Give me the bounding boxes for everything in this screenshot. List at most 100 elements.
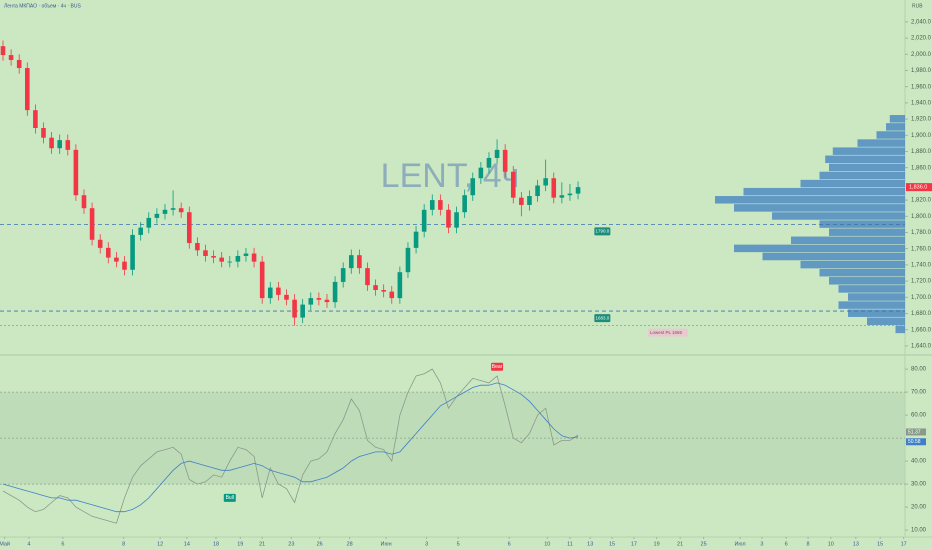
candle-body xyxy=(438,200,443,210)
candle-body xyxy=(365,268,370,286)
x-tick-label: 5 xyxy=(457,541,460,547)
candle-body xyxy=(340,268,346,282)
x-tick-label: 6 xyxy=(508,541,511,547)
y-tick-label: 80.00 xyxy=(911,367,927,373)
level-label: Lowest PL 1665 xyxy=(650,330,683,335)
volume-profile-bar xyxy=(762,252,905,261)
x-tick-label: 6 xyxy=(785,541,788,547)
candle-body xyxy=(567,193,573,196)
candle-body xyxy=(227,261,233,263)
volume-profile-bar xyxy=(867,317,905,326)
candle-body xyxy=(65,140,71,150)
candle-body xyxy=(243,253,249,256)
x-tick-label: 4 xyxy=(27,541,30,547)
y-tick-label: 1,660.0 xyxy=(911,327,932,333)
volume-profile-bar xyxy=(800,179,905,188)
x-tick-label: 10 xyxy=(828,541,834,547)
candle-body xyxy=(251,253,257,262)
y-tick-label: 1,880.0 xyxy=(911,149,932,155)
candle-body xyxy=(397,272,403,299)
candle-body xyxy=(267,287,273,299)
candle-body xyxy=(332,281,338,303)
y-tick-label: 2,040.0 xyxy=(911,19,932,25)
y-tick-label: 1,920.0 xyxy=(911,117,932,123)
annotation-label: Bull xyxy=(226,495,234,501)
x-tick-label: 6 xyxy=(61,541,64,547)
candle-body xyxy=(348,255,354,269)
y-tick-label: 1,960.0 xyxy=(911,84,932,90)
x-tick-label: 25 xyxy=(701,541,707,547)
rsi-value-label: 51.37 xyxy=(908,429,921,435)
volume-profile-bar xyxy=(889,115,905,123)
x-tick-label: 18 xyxy=(213,541,219,547)
candle-body xyxy=(405,247,411,273)
annotation-tag xyxy=(491,362,504,371)
candle-body xyxy=(413,231,419,248)
volume-profile-bar xyxy=(829,228,905,236)
volume-profile-bar xyxy=(895,325,905,334)
volume-profile-bar xyxy=(825,155,905,164)
candle-body xyxy=(519,197,524,205)
candle-body xyxy=(502,149,508,172)
x-tick-label: 14 xyxy=(184,541,190,547)
x-tick-label: 3 xyxy=(760,541,763,547)
candle-body xyxy=(219,257,224,262)
candle-body xyxy=(478,167,484,179)
y-tick-label: 1,720.0 xyxy=(911,279,932,285)
candle-body xyxy=(429,200,435,210)
volume-profile-bar xyxy=(791,236,905,245)
y-tick-label: 1,860.0 xyxy=(911,165,932,171)
x-tick-label: 28 xyxy=(347,541,353,547)
volume-profile-bar xyxy=(829,163,905,172)
y-tick-label: 2,020.0 xyxy=(911,36,932,42)
candle-body xyxy=(462,195,467,213)
candle-body xyxy=(559,195,565,198)
candle-body xyxy=(527,196,532,205)
candle-body xyxy=(97,239,103,248)
candle-body xyxy=(33,110,38,128)
candle-body xyxy=(0,46,6,56)
chart-title: Лента МКПАО · объем · 4ч · BUS xyxy=(4,3,81,9)
volume-profile-bar xyxy=(838,301,905,309)
y-tick-label: 20.00 xyxy=(911,505,927,511)
level-tag xyxy=(594,227,611,236)
volume-profile-bar xyxy=(734,204,905,212)
candle-body xyxy=(57,140,62,149)
x-tick-label: 12 xyxy=(157,541,163,547)
y-tick-label: 2,000.0 xyxy=(911,52,932,58)
x-tick-label: 15 xyxy=(877,541,883,547)
annotation-tag xyxy=(223,493,236,502)
volume-profile-bar xyxy=(886,123,905,131)
y-tick-label: 60.00 xyxy=(911,413,927,419)
volume-profile-bar xyxy=(819,171,905,180)
x-tick-label: 26 xyxy=(317,541,323,547)
candle-body xyxy=(114,257,119,262)
volume-profile-bar xyxy=(715,196,905,204)
level-tag xyxy=(594,314,611,323)
candle-body xyxy=(178,208,184,213)
rsi-line xyxy=(2,382,579,513)
candle-body xyxy=(486,157,492,168)
level-label: 1683.0 xyxy=(595,315,609,320)
volume-profile-bar xyxy=(734,244,905,253)
x-tick-label: 17 xyxy=(631,541,637,547)
last-price-label: 1,836.0 xyxy=(909,185,927,191)
x-tick-label: 21 xyxy=(259,541,265,547)
candle-body xyxy=(41,127,46,138)
candle-body xyxy=(324,299,330,303)
y-tick-label: 1,820.0 xyxy=(911,198,932,204)
y-tick-label: 1,740.0 xyxy=(911,262,932,268)
x-tick-label: 23 xyxy=(288,541,294,547)
volume-profile-bar xyxy=(772,212,905,220)
candle-body xyxy=(130,234,135,270)
level-label: 1790.0 xyxy=(595,229,609,234)
x-tick-label: 19 xyxy=(654,541,660,547)
candle-body xyxy=(373,285,378,291)
y-tick-label: 1,680.0 xyxy=(911,311,932,317)
candle-body xyxy=(235,255,241,262)
y-tick-label: 1,800.0 xyxy=(911,214,932,220)
x-tick-label: 8 xyxy=(122,541,125,547)
candle-body xyxy=(16,59,22,69)
candle-body xyxy=(162,209,168,214)
